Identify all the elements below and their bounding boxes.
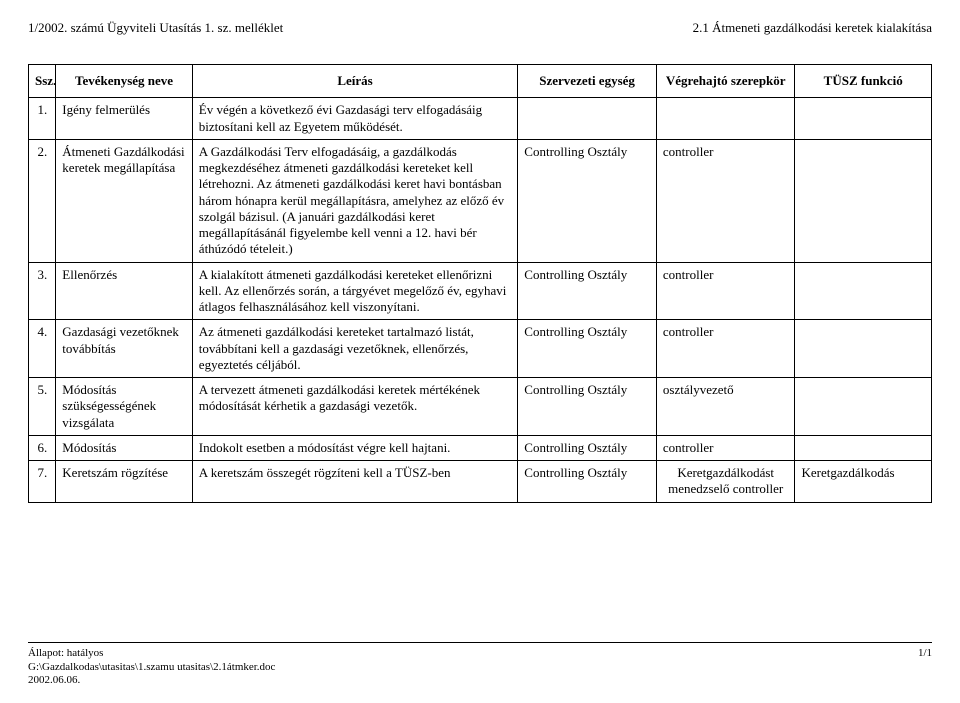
footer-status: Állapot: hatályos	[28, 647, 275, 660]
cell-desc: A kialakított átmeneti gazdálkodási kere…	[192, 262, 518, 320]
cell-role: controller	[656, 262, 795, 320]
cell-role: controller	[656, 320, 795, 378]
cell-func	[795, 378, 932, 436]
cell-name: Módosítás szükségességének vizsgálata	[56, 378, 193, 436]
cell-func: Keretgazdálkodás	[795, 461, 932, 503]
footer-page: 1/1	[918, 647, 932, 687]
cell-unit: Controlling Osztály	[518, 461, 657, 503]
cell-func	[795, 98, 932, 140]
cell-idx: 7.	[29, 461, 56, 503]
page-footer: Állapot: hatályos G:\Gazdalkodas\utasita…	[28, 642, 932, 687]
col-name: Tevékenység neve	[56, 65, 193, 98]
table-row: 2. Átmeneti Gazdálkodási keretek megálla…	[29, 139, 932, 262]
cell-unit: Controlling Osztály	[518, 320, 657, 378]
cell-idx: 1.	[29, 98, 56, 140]
cell-name: Átmeneti Gazdálkodási keretek megállapít…	[56, 139, 193, 262]
cell-idx: 2.	[29, 139, 56, 262]
cell-name: Ellenőrzés	[56, 262, 193, 320]
table-row: 3. Ellenőrzés A kialakított átmeneti gaz…	[29, 262, 932, 320]
table-row: 1. Igény felmerülés Év végén a következő…	[29, 98, 932, 140]
cell-desc: A tervezett átmeneti gazdálkodási kerete…	[192, 378, 518, 436]
col-role: Végrehajtó szerepkör	[656, 65, 795, 98]
cell-desc: Az átmeneti gazdálkodási kereteket tarta…	[192, 320, 518, 378]
cell-unit	[518, 98, 657, 140]
header-right: 2.1 Átmeneti gazdálkodási keretek kialak…	[693, 20, 932, 36]
table-row: 5. Módosítás szükségességének vizsgálata…	[29, 378, 932, 436]
cell-idx: 5.	[29, 378, 56, 436]
cell-unit: Controlling Osztály	[518, 435, 657, 460]
cell-name: Módosítás	[56, 435, 193, 460]
page-header: 1/2002. számú Ügyviteli Utasítás 1. sz. …	[28, 20, 932, 36]
cell-unit: Controlling Osztály	[518, 262, 657, 320]
footer-date: 2002.06.06.	[28, 674, 275, 687]
table-row: 4. Gazdasági vezetőknek továbbítás Az át…	[29, 320, 932, 378]
table-row: 7. Keretszám rögzítése A keretszám össze…	[29, 461, 932, 503]
cell-role: Keretgazdálkodást menedzselő controller	[656, 461, 795, 503]
cell-unit: Controlling Osztály	[518, 378, 657, 436]
cell-idx: 4.	[29, 320, 56, 378]
col-unit: Szervezeti egység	[518, 65, 657, 98]
cell-desc: A keretszám összegét rögzíteni kell a TÜ…	[192, 461, 518, 503]
cell-desc: Év végén a következő évi Gazdasági terv …	[192, 98, 518, 140]
col-desc: Leírás	[192, 65, 518, 98]
cell-func	[795, 320, 932, 378]
col-func: TÜSZ funkció	[795, 65, 932, 98]
cell-role: controller	[656, 435, 795, 460]
cell-func	[795, 435, 932, 460]
footer-path: G:\Gazdalkodas\utasitas\1.szamu utasitas…	[28, 661, 275, 674]
cell-func	[795, 262, 932, 320]
cell-func	[795, 139, 932, 262]
col-idx: Ssz.	[29, 65, 56, 98]
table-header-row: Ssz. Tevékenység neve Leírás Szervezeti …	[29, 65, 932, 98]
cell-desc: A Gazdálkodási Terv elfogadásáig, a gazd…	[192, 139, 518, 262]
process-table: Ssz. Tevékenység neve Leírás Szervezeti …	[28, 64, 932, 503]
cell-name: Igény felmerülés	[56, 98, 193, 140]
cell-name: Keretszám rögzítése	[56, 461, 193, 503]
cell-desc: Indokolt esetben a módosítást végre kell…	[192, 435, 518, 460]
cell-idx: 6.	[29, 435, 56, 460]
cell-unit: Controlling Osztály	[518, 139, 657, 262]
cell-role: controller	[656, 139, 795, 262]
cell-role	[656, 98, 795, 140]
cell-idx: 3.	[29, 262, 56, 320]
cell-name: Gazdasági vezetőknek továbbítás	[56, 320, 193, 378]
table-row: 6. Módosítás Indokolt esetben a módosítá…	[29, 435, 932, 460]
cell-role: osztályvezető	[656, 378, 795, 436]
header-left: 1/2002. számú Ügyviteli Utasítás 1. sz. …	[28, 20, 283, 36]
